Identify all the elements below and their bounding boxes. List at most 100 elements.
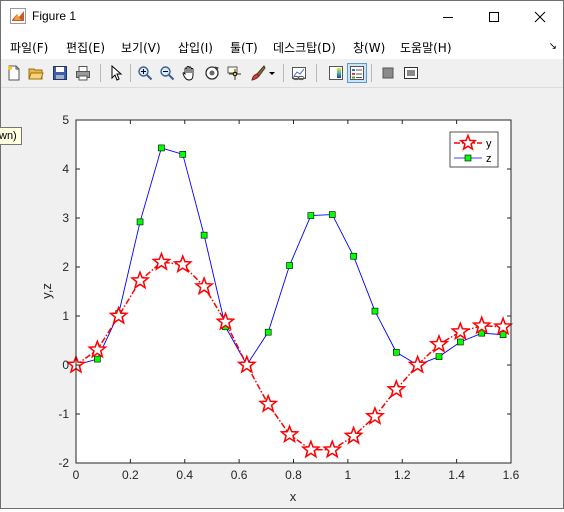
pointer-icon	[111, 65, 123, 81]
series-y-point	[151, 251, 172, 271]
series-z-point	[307, 212, 315, 219]
close-button[interactable]	[517, 1, 563, 33]
menu-insert[interactable]: 삽입(I)	[178, 41, 213, 55]
series-z-point	[371, 307, 379, 315]
axes-background	[76, 120, 511, 463]
x-axis-label: x	[290, 489, 297, 504]
toolbar-separator	[283, 64, 284, 82]
y-tick-label: 1	[62, 309, 69, 323]
print-icon	[76, 66, 90, 81]
zoom-in-icon	[138, 66, 153, 81]
brush-icon	[251, 65, 266, 81]
figure-toolbar	[1, 59, 563, 88]
series-z-point	[328, 211, 336, 218]
y-tick-label: 2	[62, 260, 69, 274]
link-plot-button[interactable]	[289, 63, 309, 83]
toolbar-separator	[316, 64, 317, 82]
menu-desktop[interactable]: 데스크탑(D)	[273, 41, 336, 55]
series-y-point	[300, 439, 321, 459]
menubar-dock-arrow-icon[interactable]: ↘	[548, 41, 557, 52]
x-tick-label: 1	[345, 468, 352, 482]
series-z-point	[264, 328, 272, 336]
y-tick-label: -2	[58, 456, 69, 470]
title-bar[interactable]: Figure 1	[1, 1, 563, 33]
legend-button[interactable]	[347, 63, 367, 83]
new-figure-button[interactable]	[4, 63, 24, 83]
y-tick-label: 3	[62, 211, 69, 225]
legend[interactable]: y z	[449, 131, 499, 168]
y-tick-label: -1	[58, 407, 69, 421]
menu-view[interactable]: 보기(V)	[121, 41, 161, 55]
brush-dropdown-button[interactable]	[267, 63, 277, 83]
zoom-out-button[interactable]	[157, 63, 177, 83]
series-y-point	[194, 275, 215, 296]
pan-button[interactable]	[179, 63, 199, 83]
x-tick-label: 0	[73, 468, 80, 482]
legend-box	[449, 131, 499, 168]
series-y-point	[492, 316, 514, 336]
x-tick-label: 1.6	[503, 468, 520, 482]
print-button[interactable]	[73, 63, 93, 83]
legend-label-y: y	[486, 138, 492, 150]
series-y-point	[258, 393, 279, 413]
close-icon	[534, 11, 546, 23]
menu-window[interactable]: 창(W)	[353, 41, 386, 55]
menu-file[interactable]: 파일(F)	[10, 41, 49, 55]
link-plot-icon	[292, 67, 306, 81]
pan-hand-icon	[182, 66, 194, 81]
x-tick-label: 0.8	[285, 468, 302, 482]
brush-dropdown-icon	[269, 72, 275, 75]
x-tick-label: 0.2	[122, 468, 139, 482]
series-z-point	[435, 353, 443, 360]
menu-edit[interactable]: 편집(E)	[66, 41, 106, 55]
series-y-point	[322, 439, 343, 459]
hide-plot-tools-icon	[382, 67, 394, 79]
y-tick-label: 4	[62, 162, 69, 176]
pointer-button[interactable]	[106, 63, 126, 83]
toolbar-separator	[371, 64, 372, 82]
series-z-point	[457, 338, 464, 346]
data-cursor-button[interactable]	[225, 63, 245, 83]
y-axis-label: y,z	[39, 283, 54, 299]
data-cursor-icon	[227, 66, 241, 80]
series-z-point	[499, 331, 507, 338]
zoom-out-icon	[160, 66, 175, 81]
rotate-3d-icon	[205, 66, 219, 80]
series-y-point	[471, 315, 492, 335]
open-file-button[interactable]	[26, 63, 46, 83]
legend-label-z: z	[486, 153, 492, 165]
series-y-point	[364, 405, 386, 426]
series-y	[65, 251, 514, 459]
window-title: Figure 1	[32, 9, 77, 23]
save-button[interactable]	[50, 63, 70, 83]
toolbar-separator	[100, 64, 101, 82]
series-z-point	[158, 144, 165, 152]
menu-help[interactable]: 도움말(H)	[400, 41, 452, 55]
show-plot-tools-button[interactable]	[401, 63, 421, 83]
series-z-point	[136, 218, 144, 226]
menu-bar: 파일(F) 편집(E) 보기(V) 삽입(I) 툴(T) 데스크탑(D) 창(W…	[1, 33, 563, 59]
minimize-button[interactable]	[425, 1, 471, 33]
colorbar-button[interactable]	[326, 63, 346, 83]
show-plot-tools-icon	[404, 67, 418, 79]
x-tick-label: 1.4	[448, 468, 465, 482]
open-file-icon	[28, 68, 44, 80]
series-y-point	[129, 270, 151, 290]
toolbar-separator	[130, 64, 131, 82]
series-y-point	[215, 311, 236, 331]
brush-button[interactable]	[248, 63, 268, 83]
series-z-point	[94, 355, 101, 363]
legend-marker-y	[458, 133, 478, 151]
legend-icon	[350, 66, 364, 80]
hide-plot-tools-button[interactable]	[378, 63, 398, 83]
rotate-3d-button[interactable]	[202, 63, 222, 83]
zoom-in-button[interactable]	[135, 63, 155, 83]
maximize-button[interactable]	[471, 1, 517, 33]
legend-marker-z	[464, 154, 472, 162]
axis-ticks: 0 0.2 0.4 0.6 0.8 1 1.2 1.4 1.6 -2 -1 0 1 2 3 4 5	[58, 113, 519, 482]
x-tick-label: 1.2	[394, 468, 411, 482]
series-y-point	[279, 423, 300, 444]
menu-tools[interactable]: 툴(T)	[230, 41, 258, 55]
